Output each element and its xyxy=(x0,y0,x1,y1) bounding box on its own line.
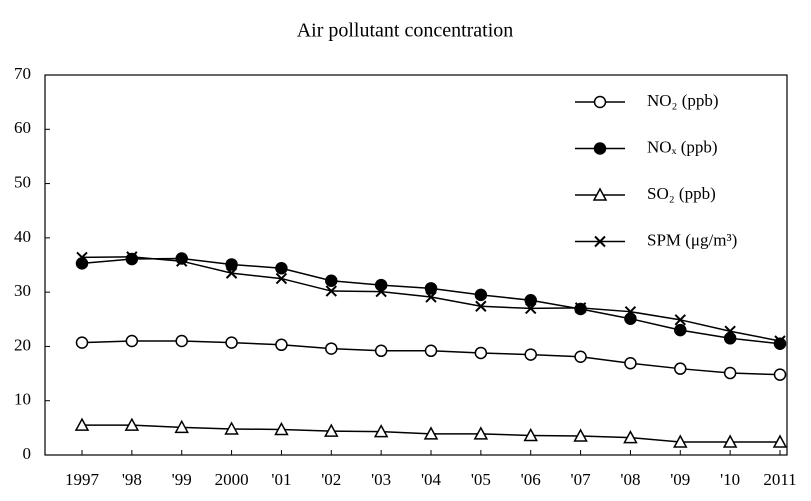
legend-marker xyxy=(592,187,608,201)
marker xyxy=(574,302,587,314)
marker xyxy=(624,305,637,318)
legend-label: NO₂ (ppb) xyxy=(647,91,719,110)
marker xyxy=(423,426,439,440)
marker xyxy=(176,255,188,267)
marker xyxy=(624,357,637,370)
x-tick-label: '08 xyxy=(620,470,640,489)
marker xyxy=(573,428,588,442)
marker xyxy=(624,312,637,325)
chart-title: Air pollutant concentration xyxy=(297,20,514,42)
marker xyxy=(225,258,238,271)
x-tick-label: '06 xyxy=(521,470,541,489)
marker xyxy=(374,344,388,358)
legend-marker xyxy=(593,95,607,109)
marker xyxy=(722,434,738,448)
marker xyxy=(375,285,387,298)
marker xyxy=(75,257,89,270)
legend-label: SPM (μg/m³) xyxy=(647,230,737,249)
x-tick-label: '07 xyxy=(571,470,592,489)
marker xyxy=(125,252,139,266)
marker xyxy=(324,423,339,437)
y-tick-label: 0 xyxy=(23,444,32,463)
marker xyxy=(723,366,737,380)
marker xyxy=(225,336,238,349)
x-tick-label: '09 xyxy=(670,470,690,489)
x-tick-label: '98 xyxy=(122,470,142,489)
y-tick-label: 20 xyxy=(14,335,31,354)
marker xyxy=(773,368,787,381)
marker xyxy=(623,430,638,444)
marker xyxy=(75,336,89,349)
y-tick-label: 70 xyxy=(14,64,31,83)
marker xyxy=(473,426,489,440)
marker xyxy=(574,350,587,363)
x-tick-label: '99 xyxy=(172,470,192,489)
marker xyxy=(774,335,786,347)
marker xyxy=(424,344,438,358)
plot-frame xyxy=(44,74,788,456)
marker xyxy=(674,362,687,375)
x-tick-label: '02 xyxy=(321,470,341,489)
marker xyxy=(474,288,488,302)
legend-marker xyxy=(594,235,606,248)
marker xyxy=(475,300,487,312)
x-tick-label: '03 xyxy=(371,470,391,489)
marker xyxy=(524,348,537,361)
marker xyxy=(724,325,736,337)
marker xyxy=(325,342,338,355)
marker xyxy=(125,334,139,348)
marker xyxy=(674,323,687,337)
x-tick-label: 1997 xyxy=(65,470,100,489)
x-tick-label: 2011 xyxy=(763,470,796,489)
marker xyxy=(74,417,90,431)
x-tick-label: '01 xyxy=(271,470,291,489)
marker xyxy=(474,346,488,360)
marker xyxy=(525,302,537,315)
marker xyxy=(674,314,686,326)
marker xyxy=(425,291,437,303)
x-tick-label: '10 xyxy=(720,470,740,489)
x-tick-label: 2000 xyxy=(215,470,249,489)
legend-marker xyxy=(593,142,607,155)
marker xyxy=(275,272,288,285)
y-tick-label: 40 xyxy=(14,227,31,246)
marker xyxy=(275,338,288,352)
marker xyxy=(124,417,140,431)
marker xyxy=(175,334,188,348)
marker xyxy=(76,251,88,264)
marker xyxy=(275,262,288,275)
marker xyxy=(373,424,389,438)
y-tick-label: 30 xyxy=(14,281,31,300)
marker xyxy=(126,251,138,263)
marker xyxy=(325,274,338,287)
x-tick-label: '05 xyxy=(471,470,491,489)
y-tick-label: 50 xyxy=(14,172,31,191)
marker xyxy=(224,421,239,435)
marker xyxy=(325,285,337,297)
marker xyxy=(174,419,189,434)
marker xyxy=(424,282,438,295)
legend-label: SO₂ (ppb) xyxy=(647,184,716,203)
x-tick-label: '04 xyxy=(421,470,442,489)
marker xyxy=(225,267,238,279)
marker xyxy=(524,294,537,307)
marker xyxy=(723,332,737,345)
marker xyxy=(772,434,788,448)
marker xyxy=(673,434,688,448)
marker xyxy=(523,427,538,442)
y-tick-label: 60 xyxy=(14,118,31,137)
y-tick-label: 10 xyxy=(14,390,31,409)
marker xyxy=(274,421,289,436)
legend-label: NOₓ (ppb) xyxy=(647,137,718,156)
